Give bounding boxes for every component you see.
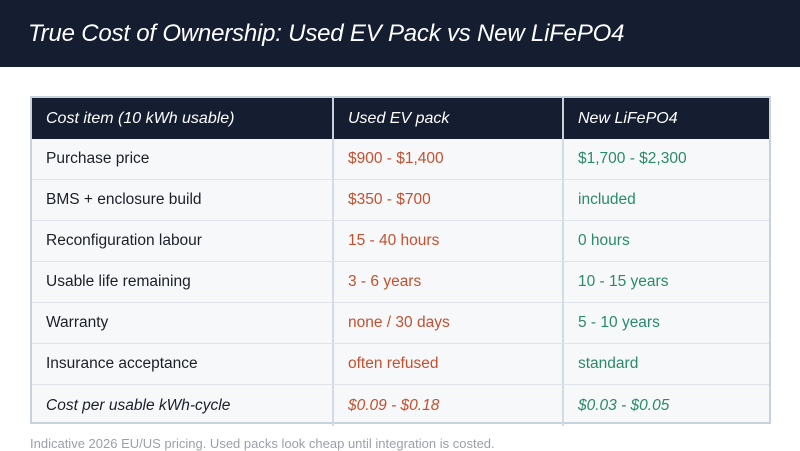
page-title: True Cost of Ownership: Used EV Pack vs … [28, 20, 625, 47]
new-lifepo4-value: 5 - 10 years [562, 303, 769, 343]
row-label: Warranty [46, 314, 109, 331]
used-ev-value: 3 - 6 years [332, 262, 562, 302]
row-label: Insurance acceptance [46, 355, 198, 372]
header-cost-item: Cost item (10 kWh usable) [46, 109, 235, 127]
table-row: Purchase price $900 - $1,400 $1,700 - $2… [32, 139, 769, 180]
row-label: BMS + enclosure build [46, 191, 202, 208]
row-label: Usable life remaining [46, 273, 191, 290]
table-row: Insurance acceptance often refused stand… [32, 344, 769, 385]
table-row-summary: Cost per usable kWh-cycle $0.09 - $0.18 … [32, 385, 769, 426]
footnote: Indicative 2026 EU/US pricing. Used pack… [30, 436, 495, 451]
used-ev-value: none / 30 days [332, 303, 562, 343]
cost-comparison-table: Cost item (10 kWh usable) Used EV pack N… [30, 96, 771, 426]
table-header-row: Cost item (10 kWh usable) Used EV pack N… [32, 98, 769, 139]
row-label: Purchase price [46, 150, 150, 167]
used-ev-value: 15 - 40 hours [332, 221, 562, 261]
new-lifepo4-value: 10 - 15 years [562, 262, 769, 302]
new-lifepo4-value: standard [562, 344, 769, 384]
used-ev-value: $0.09 - $0.18 [332, 385, 562, 426]
new-lifepo4-value: $0.03 - $0.05 [562, 385, 769, 426]
new-lifepo4-value: $1,700 - $2,300 [562, 139, 769, 179]
header-used-ev-pack: Used EV pack [332, 98, 562, 139]
new-lifepo4-value: included [562, 180, 769, 220]
used-ev-value: $350 - $700 [332, 180, 562, 220]
table-row: Usable life remaining 3 - 6 years 10 - 1… [32, 262, 769, 303]
table-row: Warranty none / 30 days 5 - 10 years [32, 303, 769, 344]
used-ev-value: often refused [332, 344, 562, 384]
row-label: Reconfiguration labour [46, 232, 202, 249]
row-label: Cost per usable kWh-cycle [46, 396, 231, 414]
header-new-lifepo4: New LiFePO4 [562, 98, 769, 139]
table-row: BMS + enclosure build $350 - $700 includ… [32, 180, 769, 221]
used-ev-value: $900 - $1,400 [332, 139, 562, 179]
title-bar: True Cost of Ownership: Used EV Pack vs … [0, 0, 800, 67]
new-lifepo4-value: 0 hours [562, 221, 769, 261]
table-row: Reconfiguration labour 15 - 40 hours 0 h… [32, 221, 769, 262]
